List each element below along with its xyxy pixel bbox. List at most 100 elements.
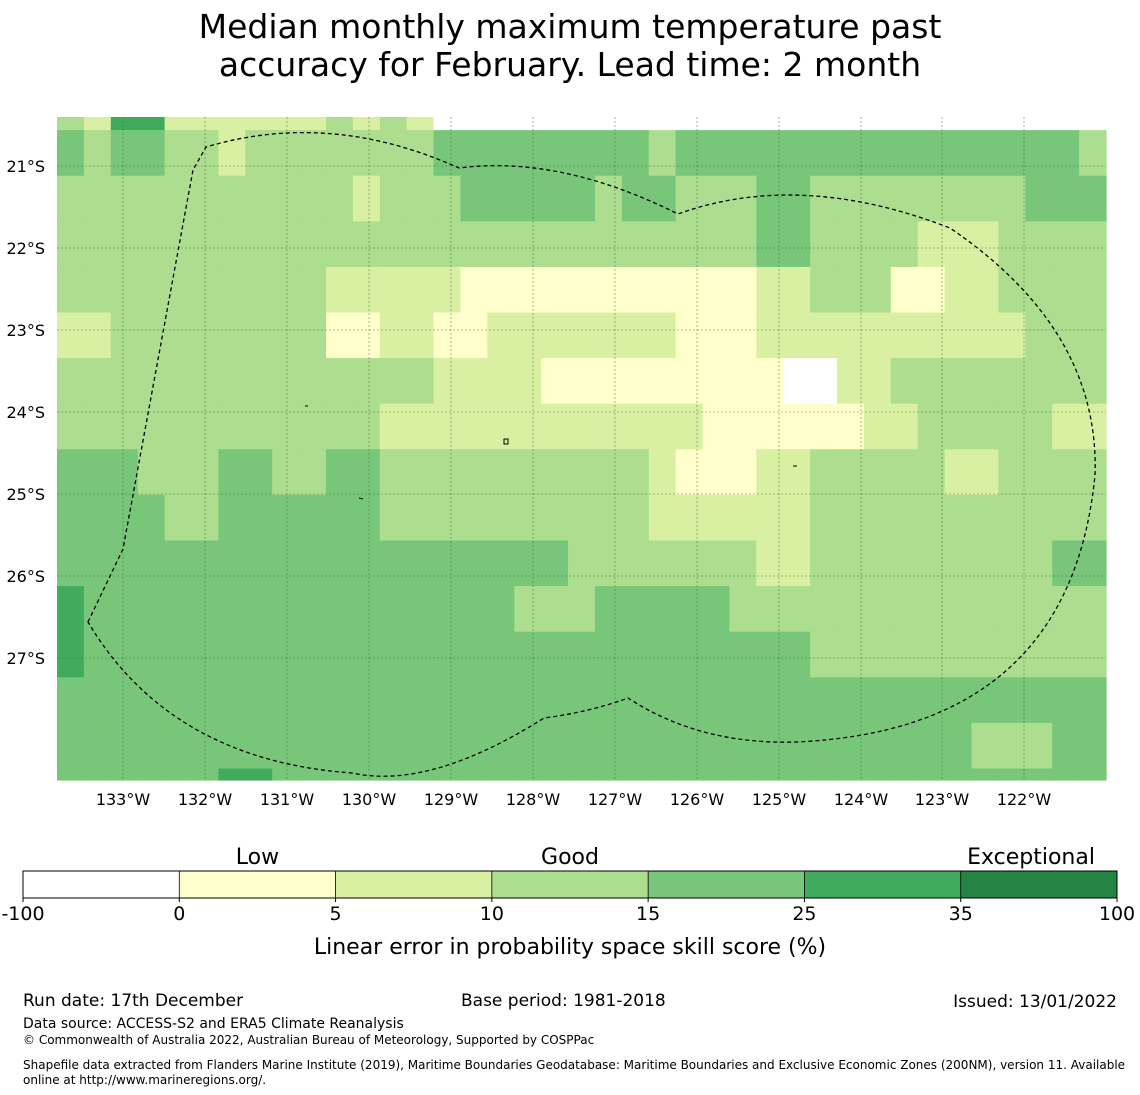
grid-cell <box>541 722 569 770</box>
grid-cell <box>756 540 784 587</box>
colorbar-segment <box>804 871 961 898</box>
grid-cell <box>1025 586 1053 633</box>
grid-cell <box>998 768 1026 781</box>
grid-cell <box>487 175 515 222</box>
grid-cell <box>137 130 166 177</box>
grid-cell <box>810 677 838 724</box>
grid-cell <box>352 312 381 359</box>
grid-cell <box>863 449 892 496</box>
grid-cell <box>406 117 435 131</box>
grid-cell <box>621 494 650 542</box>
grid-cell <box>675 221 704 268</box>
grid-cell <box>944 768 973 781</box>
grid-cell <box>541 175 569 222</box>
grid-cell <box>1052 312 1080 359</box>
grid-cell <box>57 358 85 405</box>
grid-cell <box>890 117 919 131</box>
grid-cell <box>541 130 569 177</box>
grid-cell <box>621 221 650 268</box>
grid-cell <box>57 586 85 633</box>
grid-cell <box>568 677 596 724</box>
grid-cell <box>406 540 435 587</box>
longitude-labels: 133°W 132°W 131°W 130°W 129°W 128°W 127°W 126°W… <box>96 790 1052 809</box>
grid-cell <box>702 117 731 131</box>
grid-cell <box>352 677 381 724</box>
grid-cell <box>83 266 112 314</box>
lon-label: 125°W <box>752 790 807 809</box>
grid-cell <box>675 358 704 405</box>
grid-cell <box>837 586 865 633</box>
grid-cell <box>137 358 166 405</box>
grid-cell <box>433 449 462 496</box>
grid-cell <box>541 266 569 314</box>
grid-cell <box>1052 130 1080 177</box>
grid-cell <box>460 312 488 359</box>
grid-cell <box>944 494 973 542</box>
grid-cell <box>110 540 139 587</box>
grid-cell <box>137 221 166 268</box>
lon-label: 129°W <box>424 790 479 809</box>
grid-cell <box>379 117 408 131</box>
grid-cell <box>433 312 462 359</box>
grid-cell <box>487 312 515 359</box>
grid-cell <box>83 358 112 405</box>
grid-cell <box>1052 117 1080 131</box>
grid-cell <box>541 586 569 633</box>
grid-cell <box>379 175 408 222</box>
grid-cell <box>83 117 112 131</box>
grid-cell <box>460 266 488 314</box>
grid-cell <box>137 631 166 678</box>
grid-cell <box>594 768 623 781</box>
grid-cell <box>783 540 811 587</box>
grid-cell <box>433 722 462 770</box>
grid-cell <box>272 540 300 587</box>
grid-cell <box>299 117 327 131</box>
grid-cell <box>998 130 1026 177</box>
grid-cell <box>460 722 488 770</box>
grid-cell <box>1025 175 1053 222</box>
grid-cell <box>57 117 85 131</box>
lon-label: 127°W <box>588 790 643 809</box>
grid-cell <box>379 358 408 405</box>
grid-cell <box>299 540 327 587</box>
grid-cell <box>245 312 273 359</box>
colorbar-tick-label: 5 <box>330 903 342 925</box>
grid-cell <box>837 631 865 678</box>
grid-cell <box>352 130 381 177</box>
grid-cell <box>325 768 354 781</box>
grid-cell <box>890 631 919 678</box>
lon-label: 124°W <box>834 790 889 809</box>
grid-cell <box>541 117 569 131</box>
grid-cell <box>648 722 677 770</box>
grid-cell <box>594 449 623 496</box>
grid-cell <box>998 266 1026 314</box>
grid-cell <box>890 540 919 587</box>
grid-cell <box>406 449 435 496</box>
grid-cell <box>433 175 462 222</box>
legend-category-label: Good <box>541 845 599 870</box>
grid-cell <box>460 221 488 268</box>
grid-cell <box>729 358 757 405</box>
grid-cell <box>971 540 1000 587</box>
grid-cell <box>944 722 973 770</box>
grid-cell <box>594 586 623 633</box>
grid-cell <box>1052 358 1080 405</box>
grid-cell <box>137 117 166 131</box>
grid-cell <box>137 312 166 359</box>
grid-cell <box>1025 631 1053 678</box>
grid-cell <box>837 130 865 177</box>
grid-cell <box>890 175 919 222</box>
grid-cell <box>325 540 354 587</box>
grid-cell <box>352 494 381 542</box>
lon-label: 132°W <box>178 790 233 809</box>
grid-cell <box>944 449 973 496</box>
grid-cell <box>218 494 246 542</box>
grid-cell <box>568 722 596 770</box>
grid-cell <box>917 722 946 770</box>
grid-cell <box>1079 266 1107 314</box>
grid-cell <box>110 677 139 724</box>
grid-cell <box>568 631 596 678</box>
grid-cell <box>110 130 139 177</box>
grid-cell <box>218 175 246 222</box>
grid-cell <box>971 494 1000 542</box>
